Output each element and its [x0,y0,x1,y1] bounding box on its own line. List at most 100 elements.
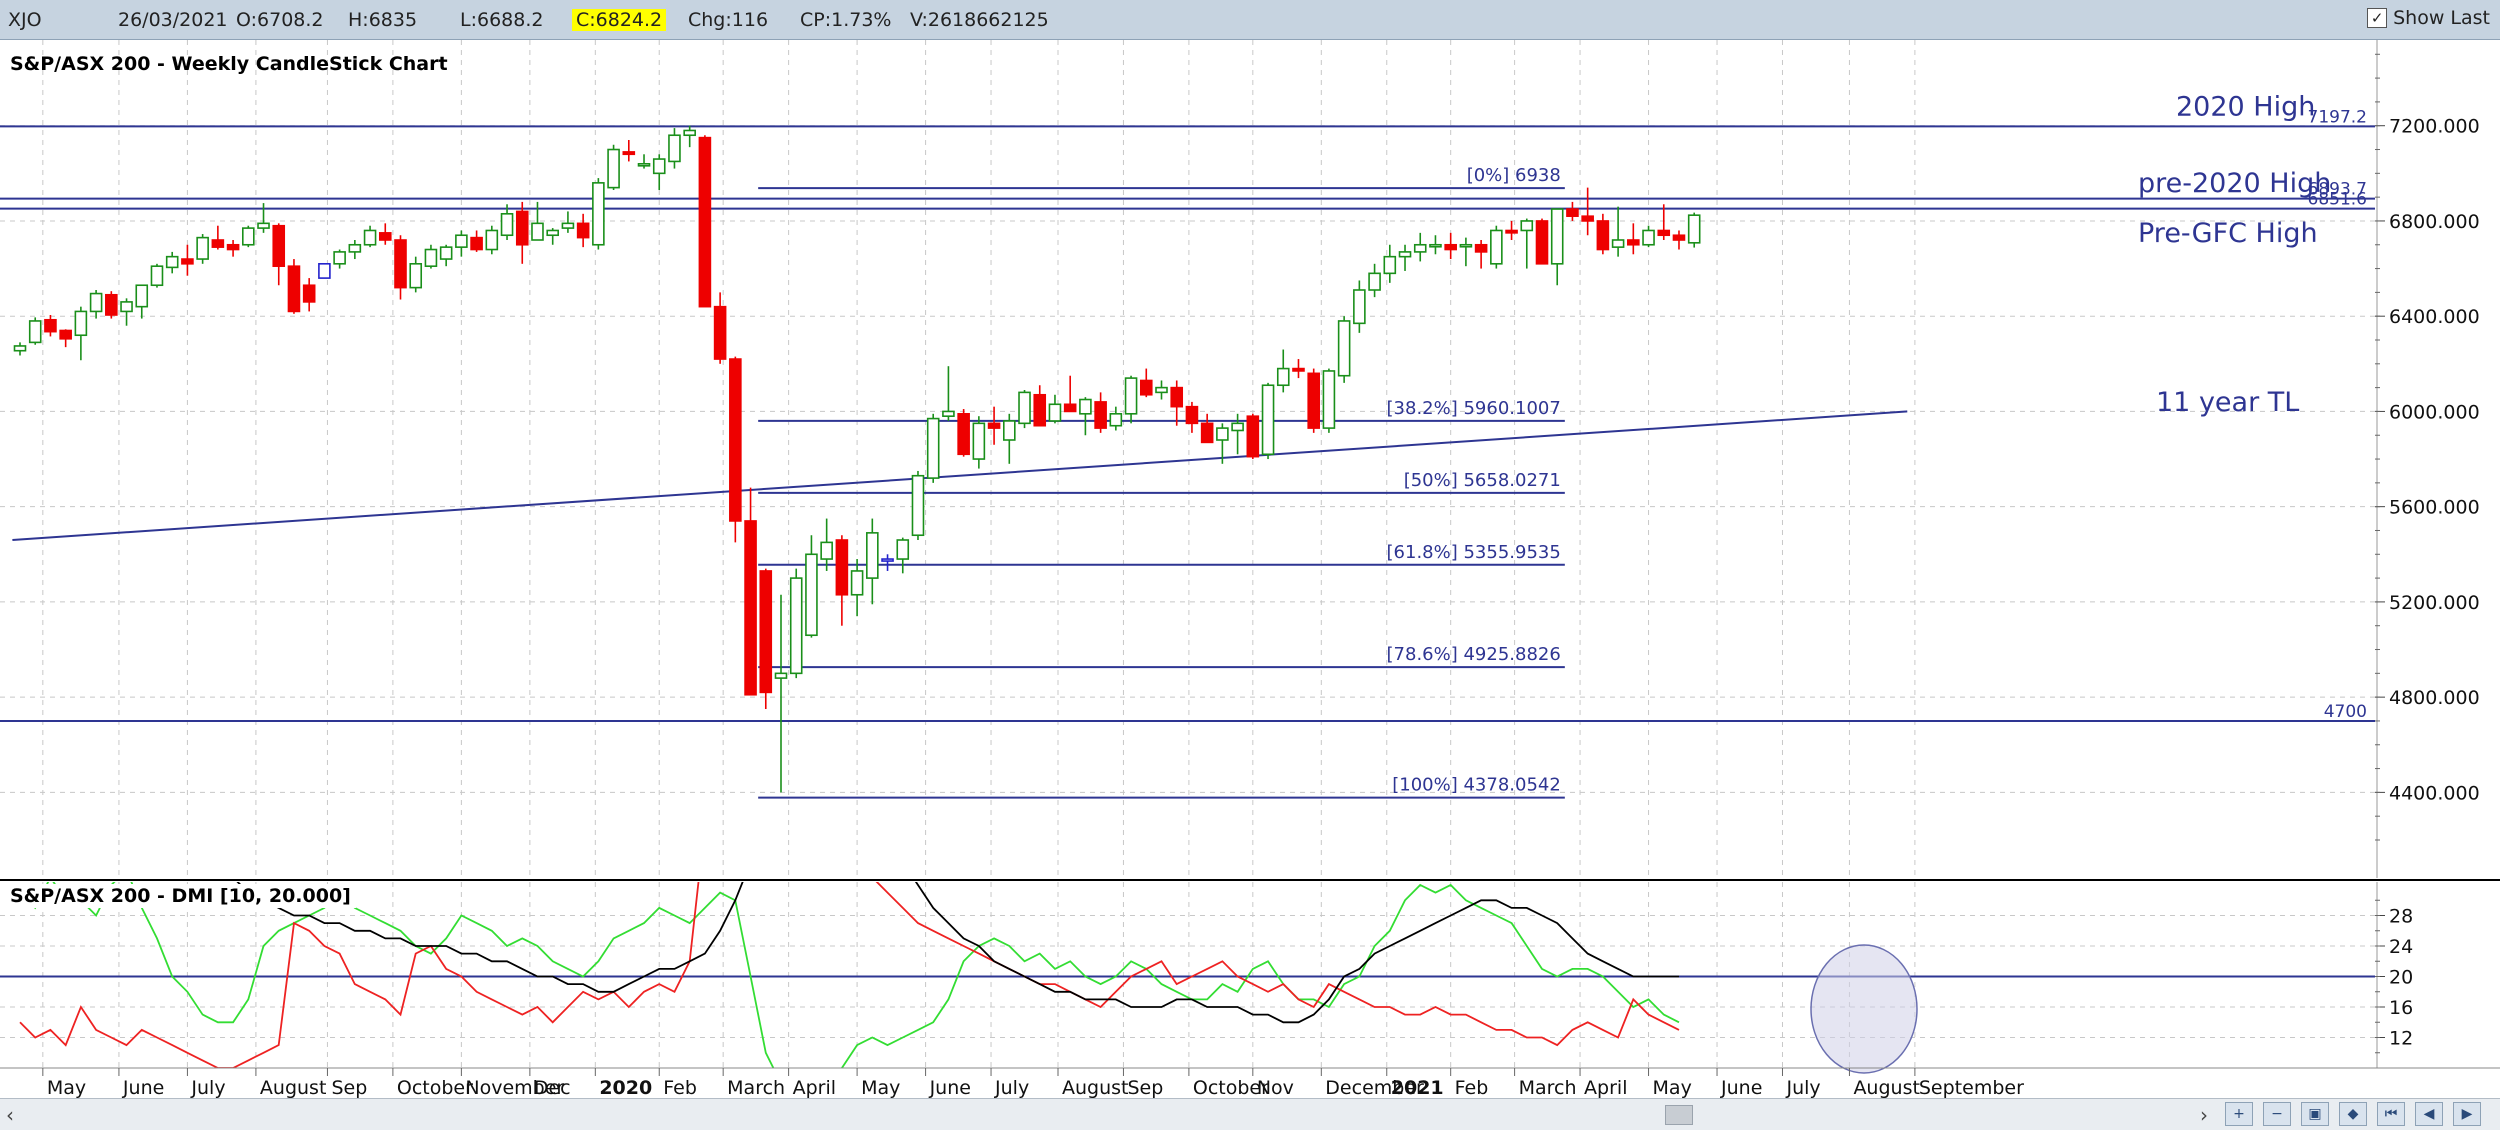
candle-body [866,532,879,579]
di-minus-line [19,882,1680,1068]
candle-body [318,263,331,279]
time-tick-label: June [122,1077,164,1098]
price-tick-label: 7200.000 [2389,116,2480,138]
price-tick-label: 6000.000 [2389,401,2480,423]
close-label: C:6824.2 [572,9,667,31]
candle-body [165,255,179,269]
candle-body [500,213,514,237]
candle-body [1474,243,1488,253]
show-last-toggle[interactable]: ✓ Show Last [2367,7,2490,29]
candle-body [561,222,575,229]
trendline-group [12,410,1908,541]
candle-body [1566,208,1579,217]
candle-body [1657,229,1671,237]
next-bar-icon[interactable]: ▶ [2453,1102,2481,1126]
candle-body [211,239,225,248]
price-tick-label: 4400.000 [2389,782,2480,804]
price-tick-label: 4800.000 [2389,687,2480,709]
candle-body [774,672,788,679]
fib-level-label: [61.8%] 5355.9535 [1387,542,1561,563]
candle-body [987,422,1001,429]
candle-body [120,301,133,313]
di-plus-line [19,882,1680,1068]
candle-body [744,520,757,696]
candle-body [926,417,940,479]
candle-body [1109,413,1123,427]
open-label: O:6708.2 [236,9,324,31]
candle-body [424,248,438,267]
dmi-tick-label: 28 [2389,906,2413,928]
highlight-ellipse [1810,944,1918,1074]
candle-body [1276,367,1290,387]
zoom-out-icon[interactable]: − [2263,1102,2291,1126]
dmi-grid [0,882,2375,1068]
candle-body [394,239,407,289]
candle-body [1337,320,1351,377]
candle-body [1079,398,1092,415]
time-tick-label: Sep [331,1077,367,1098]
candle-body [105,293,118,316]
candle-body [470,236,483,251]
scroll-both-icon[interactable]: ◆ [2339,1102,2367,1126]
candle-body [729,358,742,522]
low-label: L:6688.2 [460,9,544,31]
candle-body [683,129,696,137]
candle-body [272,224,286,267]
scroll-right-icon[interactable]: › [2200,1103,2208,1127]
candle-body [1170,386,1184,408]
candle-body [1596,220,1610,251]
time-tick-label: June [1720,1077,1762,1098]
dmi-tick-label: 20 [2389,967,2413,989]
candle-body [1200,422,1214,444]
price-tick-label: 5200.000 [2389,592,2480,614]
candle-body [44,318,57,333]
horizontal-scrollbar[interactable]: ‹ › + − ▣ ◆ ⏮ ◀ ▶ [0,1098,2500,1130]
candle-body [1444,243,1457,251]
candle-body [1459,243,1473,248]
previous-bar-icon[interactable]: ◀ [2415,1102,2443,1126]
candle-body [1429,243,1442,248]
candle-body [850,570,864,596]
candle-body [1505,229,1518,234]
chart-area[interactable]: 7200.000 6800.000 6400.000 6000.000 5600.000… [0,40,2500,1098]
fit-icon[interactable]: ▣ [2301,1102,2329,1126]
candle-body [789,577,803,675]
candle-body [1185,405,1199,425]
time-tick-label: August [260,1077,327,1098]
candle-body [1124,377,1138,415]
candle-body [348,243,362,253]
candle-body [1018,391,1031,425]
symbol-label: XJO [8,9,42,31]
price-grid [0,40,2375,878]
candle-body [1063,403,1077,413]
level-label: 6893.7 [2308,180,2367,200]
dmi-chart-title: S&P/ASX 200 - DMI [10, 20.000] [10,885,351,907]
candle-body [1535,220,1549,265]
price-panel: 7200.000 6800.000 6400.000 6000.000 5600.000… [0,40,2480,878]
candle-body [1033,393,1047,427]
fibonacci-retracement: [0%] 6938 [38.2%] 5960.1007 [50%] 5658.027… [758,165,1565,799]
candle-body [911,474,925,537]
scrollbar-thumb[interactable] [1665,1105,1693,1125]
candle-body [1642,229,1655,246]
candle-body [698,136,712,308]
time-tick-label: March [727,1077,785,1098]
candle-body [1261,384,1275,456]
candle-body [455,234,468,248]
zoom-in-icon[interactable]: + [2225,1102,2253,1126]
first-bar-icon[interactable]: ⏮ [2377,1102,2405,1126]
high-label: H:6835 [348,9,418,31]
candle-body [1611,239,1625,248]
show-last-checkbox[interactable]: ✓ [2367,8,2388,28]
candle-body [257,222,270,229]
candle-body [1398,251,1412,258]
dmi-tick-label: 24 [2389,936,2413,958]
candle-body [135,284,149,308]
price-tick-label: 5600.000 [2389,497,2480,519]
time-tick-label: July [1785,1077,1820,1098]
time-tick-label: Feb [663,1077,697,1098]
candle-body [1216,427,1229,441]
scroll-left-icon[interactable]: ‹ [6,1103,14,1127]
